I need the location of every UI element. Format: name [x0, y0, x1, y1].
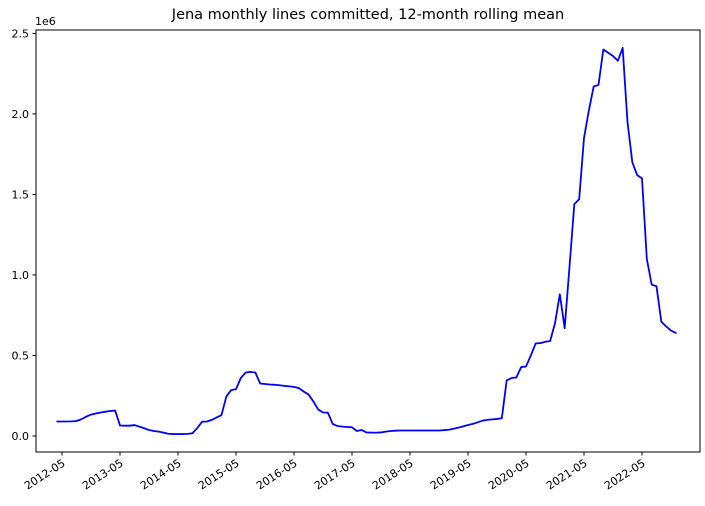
x-tick-label: 2018-05 — [370, 457, 416, 493]
x-tick-label: 2017-05 — [312, 457, 358, 493]
x-axis-ticks: 2012-05 2013-05 2014-05 2015-05 2016-05 2017-… — [22, 452, 648, 493]
data-series — [56, 46, 677, 435]
x-tick-label: 2016-05 — [254, 457, 300, 493]
y-tick-label: 1.0 — [12, 269, 30, 282]
chart-title: Jena monthly lines committed, 12-month r… — [171, 7, 564, 23]
y-axis-offset-label: 1e6 — [35, 15, 56, 28]
x-tick-label: 2013-05 — [80, 457, 126, 493]
x-tick-label: 2022-05 — [602, 457, 648, 493]
x-tick-label: 2015-05 — [196, 457, 242, 493]
x-tick-label: 2020-05 — [486, 457, 532, 493]
x-tick-label: 2021-05 — [544, 457, 590, 493]
y-tick-label: 2.0 — [12, 108, 30, 121]
x-tick-label: 2014-05 — [138, 457, 184, 493]
x-tick-label: 2019-05 — [428, 457, 474, 493]
y-tick-label: 2.5 — [12, 27, 30, 40]
y-tick-label: 1.5 — [12, 188, 30, 201]
plot-border — [35, 29, 701, 453]
data-line — [56, 46, 677, 435]
x-tick-label: 2012-05 — [22, 457, 68, 493]
y-tick-label: 0.5 — [12, 349, 30, 362]
y-axis-ticks: 0.0 0.5 1.0 1.5 2.0 2.5 — [12, 27, 36, 443]
y-tick-label: 0.0 — [12, 430, 30, 443]
